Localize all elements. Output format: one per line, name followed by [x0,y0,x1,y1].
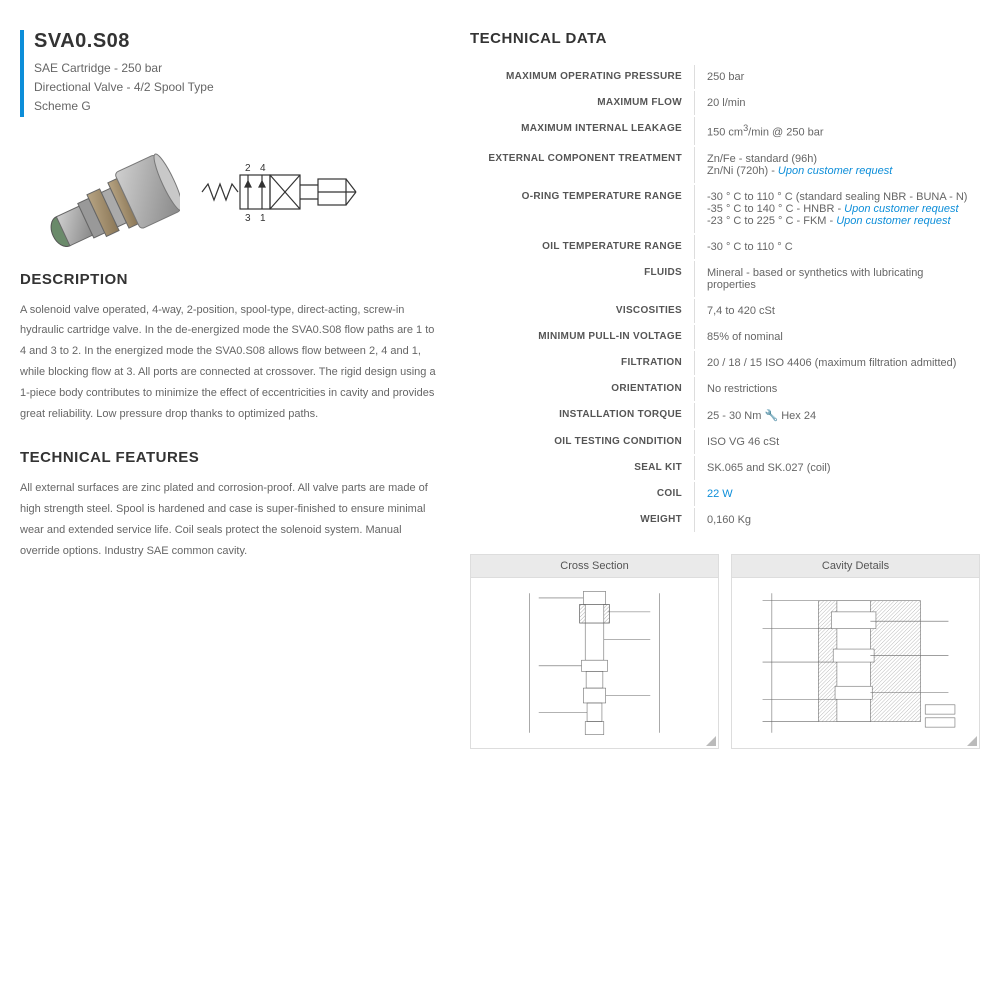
features-heading: TECHNICAL FEATURES [20,449,440,466]
spec-label: Fluids [472,261,692,297]
table-row: Viscosities7,4 to 420 cSt [472,299,978,323]
svg-text:2: 2 [245,163,251,174]
table-row: Oil Temperature Range-30 ° C to 110 ° C [472,235,978,259]
table-row: FluidsMineral - based or synthetics with… [472,261,978,297]
left-column: SVA0.S08 SAE Cartridge - 250 bar Directi… [20,30,440,749]
panel-title: Cross Section [471,555,718,578]
request-link[interactable]: Upon customer request [844,203,958,215]
drawings-row: Cross Section [470,554,980,749]
spec-label: Seal Kit [472,456,692,480]
table-row: Oil Testing ConditionISO VG 46 cSt [472,430,978,454]
spec-label: Oil Testing Condition [472,430,692,454]
product-code: SVA0.S08 [34,30,440,53]
cross-section-drawing [471,578,718,748]
subtitle-3: Scheme G [34,97,440,116]
resize-corner-icon [706,736,716,746]
coil-link[interactable]: 22 W [707,488,733,500]
subtitle-1: SAE Cartridge - 250 bar [34,59,440,78]
spec-value: -30 ° C to 110 ° C [694,235,978,259]
table-row: Installation Torque25 - 30 Nm 🔧 Hex 24 [472,403,978,428]
svg-text:1: 1 [260,213,266,224]
spec-value: 25 - 30 Nm 🔧 Hex 24 [694,403,978,428]
request-link[interactable]: Upon customer request [836,215,950,227]
spec-label: Minimum Pull-in Voltage [472,325,692,349]
request-link[interactable]: Upon customer request [778,165,892,177]
spec-value: Zn/Fe - standard (96h)Zn/Ni (720h) - Upo… [694,147,978,183]
table-row: O-ring Temperature Range-30 ° C to 110 °… [472,185,978,233]
spec-value: Mineral - based or synthetics with lubri… [694,261,978,297]
cross-section-panel[interactable]: Cross Section [470,554,719,749]
table-row: Weight0,160 Kg [472,508,978,532]
table-row: OrientationNo restrictions [472,377,978,401]
cavity-details-panel[interactable]: Cavity Details [731,554,980,749]
spec-value: SK.065 and SK.027 (coil) [694,456,978,480]
spec-value: 150 cm3/min @ 250 bar [694,117,978,145]
spec-label: Filtration [472,351,692,375]
technical-data-table: Maximum Operating Pressure250 bar Maximu… [470,63,980,534]
spec-value: 22 W [694,482,978,506]
spec-value: No restrictions [694,377,978,401]
spec-value: 85% of nominal [694,325,978,349]
features-text: All external surfaces are zinc plated an… [20,478,440,562]
table-row: Maximum Internal Leakage150 cm3/min @ 25… [472,117,978,145]
spec-label: Maximum Internal Leakage [472,117,692,145]
product-images: 2 4 3 1 [20,137,440,247]
spec-label: Installation Torque [472,403,692,428]
panel-title: Cavity Details [732,555,979,578]
spec-value: 250 bar [694,65,978,89]
spec-value: 7,4 to 420 cSt [694,299,978,323]
hydraulic-schematic: 2 4 3 1 [200,157,360,227]
table-row: Maximum Operating Pressure250 bar [472,65,978,89]
cavity-drawing [732,578,979,748]
resize-corner-icon [967,736,977,746]
svg-text:4: 4 [260,163,266,174]
table-row: Maximum Flow20 l/min [472,91,978,115]
table-row: Seal KitSK.065 and SK.027 (coil) [472,456,978,480]
subtitle-2: Directional Valve - 4/2 Spool Type [34,78,440,97]
spec-value: 0,160 Kg [694,508,978,532]
page-container: SVA0.S08 SAE Cartridge - 250 bar Directi… [20,30,980,749]
spec-label: Maximum Operating Pressure [472,65,692,89]
spec-value: 20 / 18 / 15 ISO 4406 (maximum filtratio… [694,351,978,375]
spec-label: O-ring Temperature Range [472,185,692,233]
description-text: A solenoid valve operated, 4-way, 2-posi… [20,300,440,425]
description-heading: DESCRIPTION [20,271,440,288]
table-row: External Component TreatmentZn/Fe - stan… [472,147,978,183]
table-row: Minimum Pull-in Voltage85% of nominal [472,325,978,349]
spec-label: Maximum Flow [472,91,692,115]
table-row: Filtration20 / 18 / 15 ISO 4406 (maximum… [472,351,978,375]
valve-3d-render [20,137,180,247]
wrench-icon: 🔧 [764,410,778,422]
spec-label: Orientation [472,377,692,401]
spec-value: ISO VG 46 cSt [694,430,978,454]
spec-label: Weight [472,508,692,532]
spec-value: -30 ° C to 110 ° C (standard sealing NBR… [694,185,978,233]
techdata-heading: TECHNICAL DATA [470,30,980,47]
spec-label: Oil Temperature Range [472,235,692,259]
spec-value: 20 l/min [694,91,978,115]
svg-text:3: 3 [245,213,251,224]
right-column: TECHNICAL DATA Maximum Operating Pressur… [470,30,980,749]
title-block: SVA0.S08 SAE Cartridge - 250 bar Directi… [20,30,440,117]
table-row: Coil 22 W [472,482,978,506]
spec-label: Viscosities [472,299,692,323]
spec-label: External Component Treatment [472,147,692,183]
spec-label: Coil [472,482,692,506]
